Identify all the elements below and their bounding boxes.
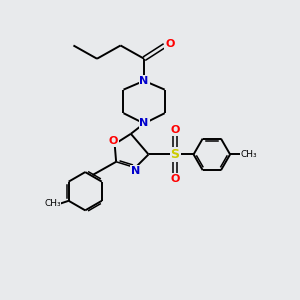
- Text: CH₃: CH₃: [240, 150, 257, 159]
- Text: CH₃: CH₃: [44, 199, 61, 208]
- Text: N: N: [140, 76, 149, 86]
- Text: O: O: [170, 174, 180, 184]
- Text: N: N: [131, 166, 140, 176]
- Text: O: O: [165, 39, 175, 49]
- Text: N: N: [140, 118, 149, 128]
- Text: O: O: [170, 125, 180, 135]
- Text: O: O: [109, 136, 118, 146]
- Text: S: S: [170, 148, 179, 161]
